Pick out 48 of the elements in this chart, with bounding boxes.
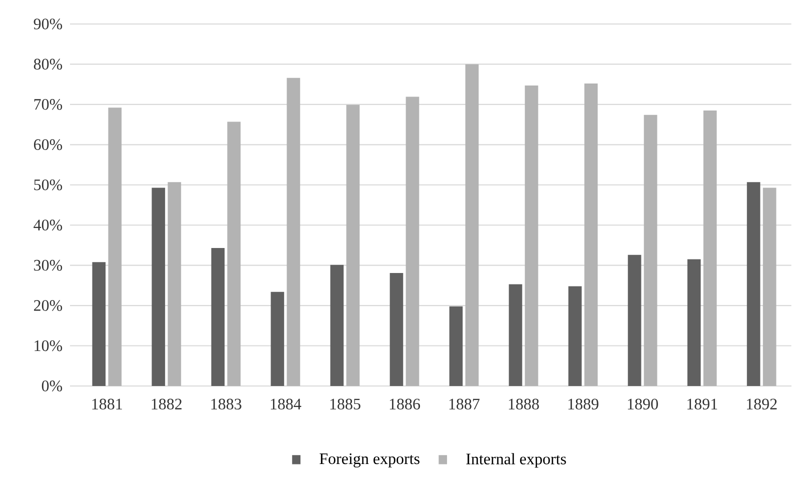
bar: [644, 114, 658, 386]
y-tick-label: 20%: [34, 300, 62, 311]
legend-label: Foreign exports: [320, 453, 420, 468]
bar: [508, 284, 522, 386]
x-tick-label: 1887: [449, 398, 480, 410]
bar: [270, 292, 284, 386]
bar: [584, 84, 598, 386]
y-tick-label: 30%: [34, 260, 62, 271]
bar: [286, 78, 300, 386]
x-tick-label: 1883: [211, 398, 242, 410]
y-tick-label: 90%: [34, 18, 62, 30]
bar: [703, 110, 717, 386]
bar: [406, 96, 420, 386]
y-tick-label: 40%: [34, 220, 62, 231]
x-tick-label: 1884: [270, 398, 302, 410]
bar: [762, 188, 776, 386]
y-tick-label: 10%: [34, 340, 62, 352]
bar: [746, 182, 760, 386]
x-tick-label: 1890: [628, 398, 658, 410]
x-tick-label: 1885: [330, 398, 360, 410]
bar: [152, 188, 166, 386]
x-tick-label: 1886: [390, 398, 420, 410]
bar: [524, 86, 538, 386]
bar: [211, 248, 225, 386]
x-tick-label: 1882: [152, 398, 182, 410]
x-tick-label: 1889: [568, 398, 598, 410]
y-tick-label: 80%: [34, 58, 62, 70]
y-tick-label: 0%: [42, 380, 62, 392]
bar: [449, 306, 463, 386]
bar: [227, 122, 241, 386]
bar: [390, 272, 404, 386]
x-tick-label: 1892: [746, 398, 777, 410]
y-tick-label: 60%: [34, 139, 62, 150]
bar: [687, 259, 701, 386]
bar: [465, 64, 479, 386]
x-tick-label: 1888: [508, 398, 539, 410]
x-tick-label: 1881: [92, 398, 122, 410]
bar: [628, 254, 642, 386]
bar: [568, 286, 582, 386]
x-tick-label: 1891: [687, 398, 718, 410]
bar: [330, 264, 344, 386]
legend-label: Internal exports: [466, 453, 566, 468]
y-tick-label: 50%: [34, 179, 62, 190]
y-tick-label: 70%: [34, 99, 62, 110]
bar: [108, 108, 122, 386]
bar: [92, 262, 106, 386]
bar: [168, 182, 182, 386]
bar: [346, 104, 360, 386]
